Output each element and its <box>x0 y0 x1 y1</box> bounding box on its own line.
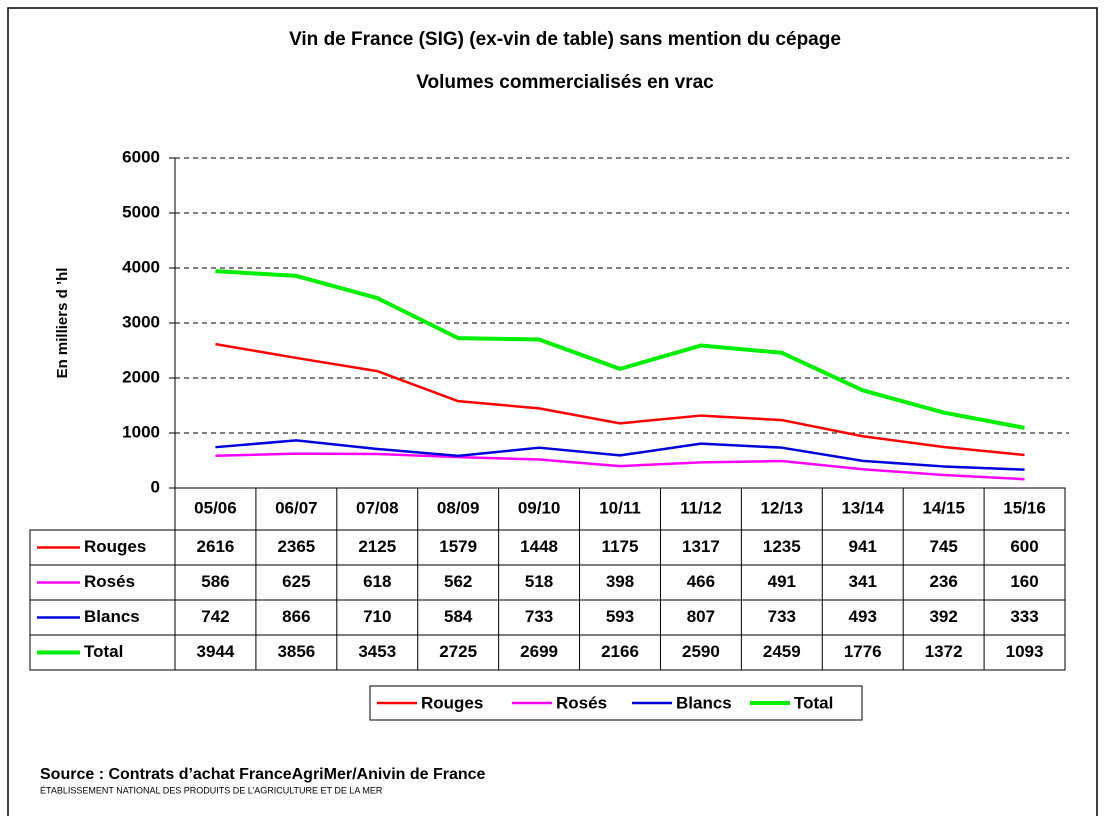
table-cell: 562 <box>444 572 472 591</box>
table-cell: 584 <box>444 607 473 626</box>
table-row-label: Total <box>84 642 123 661</box>
series-line <box>215 439 1025 471</box>
table-cell: 941 <box>849 537 877 556</box>
x-tick-label: 10/11 <box>599 498 641 517</box>
table-cell: 1579 <box>439 537 477 556</box>
table-cell: 3453 <box>358 642 396 661</box>
table-cell: 333 <box>1010 607 1038 626</box>
table-cell: 733 <box>768 607 796 626</box>
x-tick-label: 05/06 <box>194 498 237 517</box>
table-cell: 2166 <box>601 642 639 661</box>
table-cell: 160 <box>1010 572 1038 591</box>
table-cell: 493 <box>849 607 877 626</box>
y-tick-label: 6000 <box>122 147 160 166</box>
y-tick-label: 2000 <box>122 367 160 386</box>
footer: ÉTABLISSEMENT NATIONAL DES PRODUITS DE L… <box>40 785 383 795</box>
y-tick-label: 3000 <box>122 312 160 331</box>
table-cell: 2365 <box>277 537 315 556</box>
table-cell: 491 <box>768 572 796 591</box>
table-cell: 600 <box>1010 537 1038 556</box>
table-cell: 2459 <box>763 642 801 661</box>
table-cell: 1235 <box>763 537 801 556</box>
table-cell: 618 <box>363 572 391 591</box>
series-line <box>215 342 1025 457</box>
legend-label: Rouges <box>421 693 483 712</box>
x-tick-label: 08/09 <box>437 498 480 517</box>
series-line <box>215 452 1025 481</box>
y-tick-label: 4000 <box>122 257 160 276</box>
table-cell: 2616 <box>197 537 235 556</box>
table-row-label: Rosés <box>84 572 135 591</box>
table-cell: 1372 <box>925 642 963 661</box>
legend-label: Blancs <box>676 693 732 712</box>
x-tick-label: 06/07 <box>275 498 318 517</box>
x-tick-label: 13/14 <box>841 498 884 517</box>
legend-frame <box>369 685 863 721</box>
table-cell: 1776 <box>844 642 882 661</box>
series-line <box>215 269 1025 430</box>
table-cell: 1317 <box>682 537 720 556</box>
chart-subtitle: Volumes commercialisés en vrac <box>416 72 714 93</box>
table-cell: 518 <box>525 572 553 591</box>
table-cell: 2699 <box>520 642 558 661</box>
chart-border <box>7 7 1098 816</box>
x-tick-label: 15/16 <box>1003 498 1046 517</box>
table-cell: 3856 <box>277 642 315 661</box>
table-cell: 1175 <box>602 537 639 556</box>
y-tick-label: 1000 <box>122 422 160 441</box>
table-cell: 733 <box>525 607 553 626</box>
table-cell: 593 <box>606 607 634 626</box>
table-cell: 1093 <box>1006 642 1044 661</box>
table-cell: 466 <box>687 572 715 591</box>
x-tick-label: 07/08 <box>356 498 399 517</box>
table-cell: 2725 <box>439 642 477 661</box>
table-cell: 745 <box>929 537 957 556</box>
table-cell: 398 <box>606 572 634 591</box>
table-cell: 742 <box>201 607 229 626</box>
table-cell: 710 <box>363 607 391 626</box>
x-tick-label: 12/13 <box>761 498 804 517</box>
table-cell: 1448 <box>520 537 558 556</box>
table-cell: 586 <box>201 572 229 591</box>
table-cell: 807 <box>687 607 715 626</box>
table-cell: 2125 <box>358 537 396 556</box>
table-cell: 3944 <box>197 642 235 661</box>
source: Source : Contrats d’achat FranceAgriMer/… <box>40 766 486 783</box>
table-cell: 341 <box>849 572 877 591</box>
legend-label: Rosés <box>556 693 607 712</box>
y-axis-label: En milliers d ’hl <box>54 268 71 379</box>
table-row-label: Blancs <box>84 607 140 626</box>
chart-title: Vin de France (SIG) (ex-vin de table) sa… <box>289 29 841 50</box>
y-tick-label: 0 <box>151 477 160 496</box>
x-tick-label: 11/12 <box>680 498 722 517</box>
x-tick-label: 14/15 <box>922 498 965 517</box>
table-cell: 392 <box>929 607 957 626</box>
table-cell: 2590 <box>682 642 720 661</box>
y-tick-label: 5000 <box>122 202 160 221</box>
table-cell: 866 <box>282 607 310 626</box>
table-cell: 625 <box>282 572 310 591</box>
legend-label: Total <box>794 693 833 712</box>
table-cell: 236 <box>929 572 957 591</box>
x-tick-label: 09/10 <box>518 498 561 517</box>
table-row-label: Rouges <box>84 537 146 556</box>
